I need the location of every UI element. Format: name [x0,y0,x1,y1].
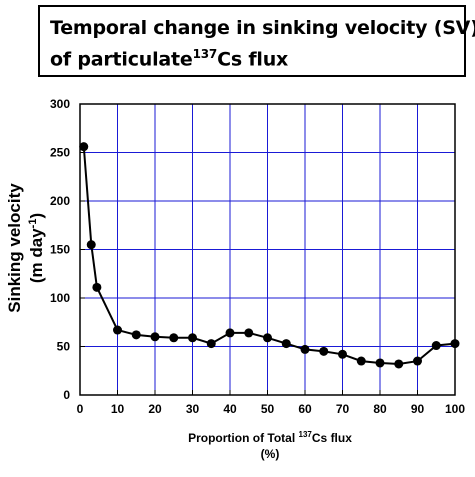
data-point [244,328,254,338]
x-tick-label: 30 [186,402,200,416]
y-tick-label: 300 [50,97,70,111]
data-point [319,346,329,356]
data-point [356,356,366,366]
x-tick-label: 50 [261,402,275,416]
data-point [431,341,441,351]
y-tick-label: 150 [50,243,70,257]
y-tick-label: 250 [50,146,70,160]
data-point [131,330,141,340]
x-axis-label: Proportion of Total 137Cs flux [188,430,352,445]
data-point [281,339,291,349]
data-point [113,325,122,335]
x-axis-label-unit: (%) [261,447,280,461]
x-tick-label: 40 [223,402,237,416]
chart-title-superscript: 137 [192,47,218,61]
data-point [375,358,385,368]
data-point [394,359,404,369]
y-tick-label: 50 [57,340,71,354]
data-point [79,142,89,152]
y-axis-label-line-1: Sinking velocity [5,183,24,313]
chart-title-box: Temporal change in sinking velocity (SV)… [38,5,475,77]
chart-series [79,142,460,369]
chart-axes [79,103,456,396]
x-tick-label: 10 [111,402,125,416]
y-tick-label: 100 [50,291,70,305]
data-point [92,282,102,292]
chart-title-line-1: Temporal change in sinking velocity (SV) [50,17,475,39]
y-axis-label-line-2: (m day-1) [27,213,46,283]
y-tick-label: 200 [50,194,70,208]
data-point [263,333,272,343]
y-tick-label: 0 [63,388,70,402]
chart-title-prefix: of particulate [50,48,193,71]
data-point [413,356,422,366]
data-point [338,349,347,359]
data-point [300,344,310,354]
data-point [86,240,96,250]
data-point [450,339,460,349]
data-point [150,332,160,342]
chart-title-suffix: Cs flux [217,48,289,71]
x-tick-label: 80 [373,402,387,416]
x-tick-label: 0 [77,402,84,416]
x-tick-label: 100 [445,402,465,416]
data-point [206,339,216,349]
x-tick-label: 90 [411,402,425,416]
chart-title-line-2: of particulate137Cs flux [50,47,288,70]
chart-tick-labels: 0 10 20 30 40 50 60 70 80 90 100 0 50 100 150 200 250 300 [50,97,465,416]
x-tick-label: 60 [298,402,312,416]
chart-grid [80,104,455,395]
data-point [225,328,235,338]
data-point [188,333,197,343]
x-tick-label: 20 [148,402,162,416]
x-tick-label: 70 [336,402,350,416]
series-line [82,146,456,366]
data-point [169,333,179,343]
